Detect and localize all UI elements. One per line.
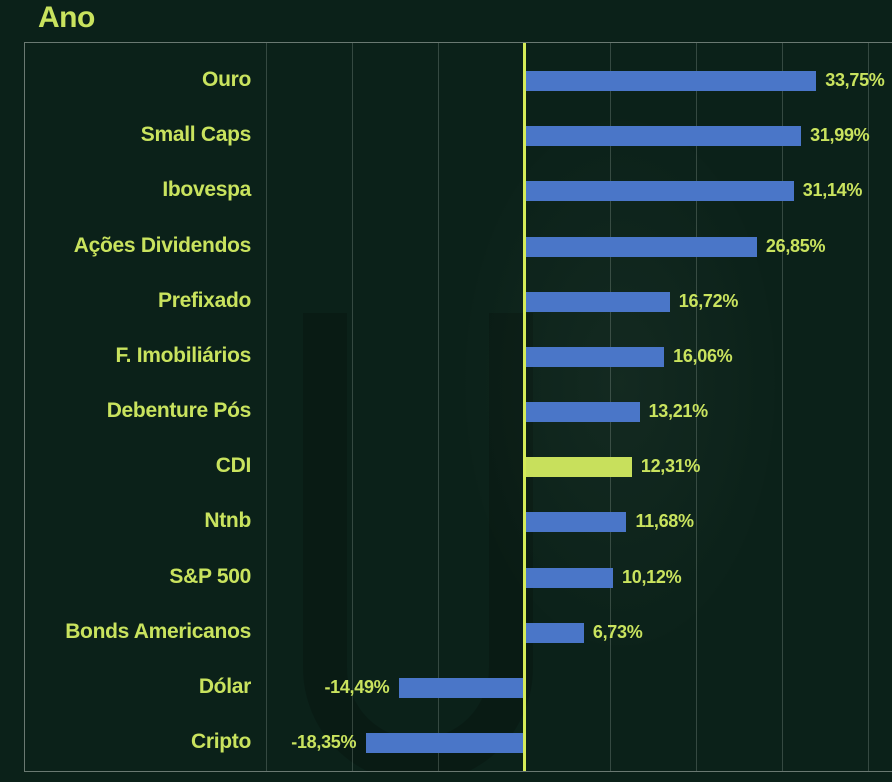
gridline [696, 43, 697, 771]
gridline [868, 43, 869, 771]
value-label: 12,31% [640, 456, 701, 477]
background-watermark [303, 313, 533, 771]
bar [526, 346, 665, 367]
gridline [438, 43, 439, 771]
value-label: 26,85% [765, 235, 826, 256]
gridline [266, 43, 267, 771]
bar [399, 677, 524, 698]
gridline [782, 43, 783, 771]
category-label: Debenture Pós [106, 399, 252, 423]
category-label: Ibovespa [162, 178, 251, 202]
category-label: Bonds Americanos [65, 619, 251, 643]
category-label: Ações Dividendos [73, 233, 252, 257]
value-label: 33,75% [825, 70, 885, 90]
value-label: 10,12% [622, 566, 682, 587]
bar [526, 291, 670, 312]
category-label: CDI [215, 454, 252, 478]
category-label: Ouro [202, 68, 251, 91]
bar [526, 236, 757, 257]
category-label: Dólar [198, 674, 251, 698]
category-label: F. Imobiliários [115, 343, 251, 367]
bar [526, 622, 584, 643]
value-label: 16,72% [678, 290, 739, 311]
bar [526, 402, 640, 423]
gridline [352, 43, 353, 771]
value-label: -14,49% [324, 676, 390, 697]
bar [526, 567, 614, 588]
zero-axis-line [523, 43, 526, 771]
chart-title: Ano [38, 1, 95, 34]
value-label: 31,14% [802, 180, 863, 201]
value-label: 6,73% [592, 621, 643, 642]
category-label: Ntnb [204, 509, 251, 533]
category-label: Prefixado [158, 288, 251, 312]
value-label: 11,68% [635, 511, 694, 532]
plot-area: Ouro 33,75% Small Caps 31,99% Ibovespa 31,14%… [24, 42, 892, 772]
bar [526, 71, 817, 91]
value-label: 16,06% [673, 345, 733, 366]
value-label: 13,21% [648, 401, 709, 422]
value-label: -18,35% [291, 732, 357, 753]
bar [526, 126, 802, 147]
bar [366, 733, 524, 754]
bar [526, 457, 632, 478]
category-label: Cripto [190, 730, 251, 754]
bar [526, 512, 627, 533]
category-label: Small Caps [140, 123, 252, 147]
bar [526, 181, 794, 202]
category-label: S&P 500 [169, 564, 251, 588]
value-label: 31,99% [810, 125, 870, 146]
